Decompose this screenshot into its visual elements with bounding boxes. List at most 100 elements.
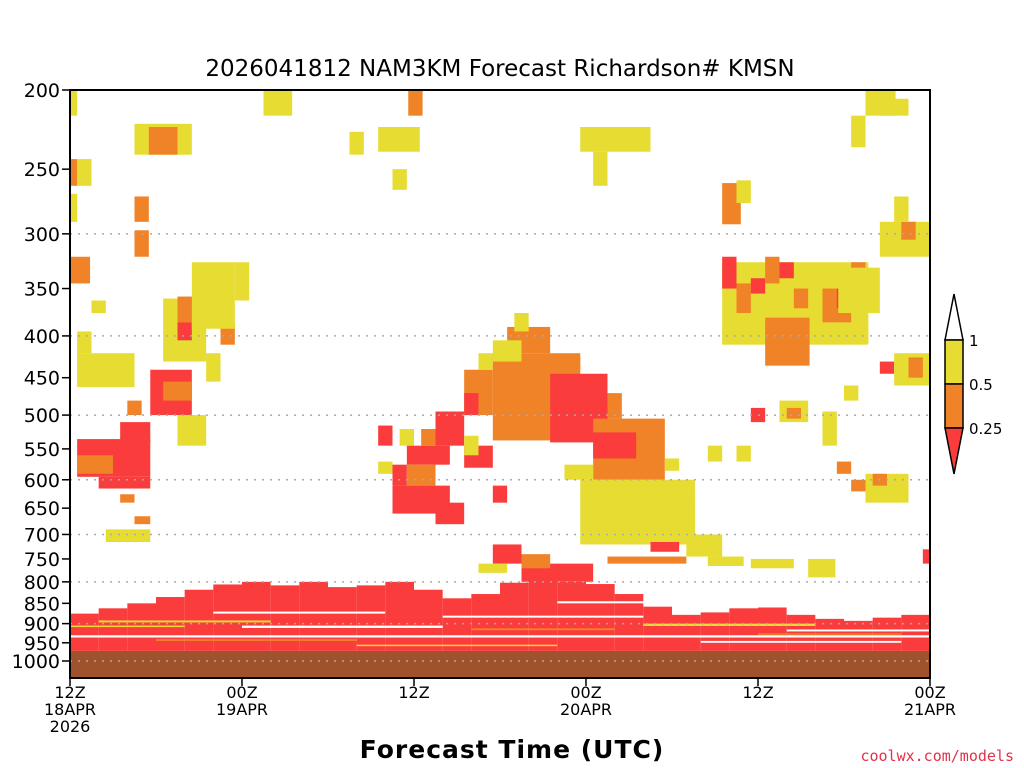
y-tick-label: 600 [24, 470, 60, 492]
ri-stripe [758, 633, 902, 635]
ri-cell [822, 411, 837, 446]
ri-cell [378, 127, 420, 152]
ri-cell [908, 357, 923, 378]
ri-cell [686, 534, 723, 557]
ri-cell [464, 435, 479, 456]
boundary-layer-cell [213, 584, 242, 651]
ri-cell [492, 544, 522, 564]
ri-cell [722, 183, 741, 225]
ri-cell [408, 90, 423, 116]
ri-cell [851, 115, 866, 148]
ri-stripe [70, 635, 930, 638]
ri-stripe [442, 615, 644, 618]
ri-stripe [786, 629, 930, 632]
y-axis: 200 250 300 350 400 450 500 550 600 650 700 7508008… [12, 80, 70, 673]
ri-cell [879, 98, 909, 116]
y-tick-label: 250 [24, 159, 60, 181]
y-tick-label: 400 [24, 326, 60, 348]
ri-cell [901, 221, 916, 240]
ri-cell [779, 262, 794, 279]
boundary-layer-cell [700, 612, 730, 651]
ri-cell [593, 151, 608, 186]
ri-cell [435, 411, 465, 446]
ri-stripe [70, 625, 185, 628]
ri-cell [70, 256, 91, 284]
ri-stripe [557, 601, 758, 604]
x-axis-label: Forecast Time (UTC) [360, 735, 665, 764]
y-tick-label: 650 [24, 498, 60, 520]
x-tick-label: 00Z [914, 683, 945, 702]
ri-cell [922, 549, 930, 564]
x-tick-label: 20APR [560, 700, 612, 719]
ri-cell [98, 476, 151, 489]
ri-cell [793, 288, 809, 309]
ri-cell [70, 90, 78, 116]
ri-cell [406, 464, 436, 486]
ri-cell [607, 556, 687, 564]
ri-cell [120, 422, 151, 443]
ri-cell [564, 381, 608, 416]
ri-cell [521, 554, 551, 569]
ri-cell [492, 485, 508, 503]
ri-cell [836, 461, 852, 474]
ri-cell [844, 385, 859, 401]
ri-cell [406, 445, 450, 465]
ri-cell [127, 400, 142, 416]
ri-cell [750, 278, 766, 294]
chart-title: 2026041812 NAM3KM Forecast Richardson# K… [205, 56, 794, 82]
y-tick-label: 550 [24, 439, 60, 461]
boundary-layer-cell [385, 581, 414, 651]
ri-stripe [643, 623, 816, 626]
y-tick-label: 350 [24, 279, 60, 301]
ri-cell [177, 415, 207, 446]
ri-cell [736, 180, 751, 203]
boundary-layer-cell [901, 614, 930, 651]
plot-area [70, 90, 930, 678]
legend-swatch-above-1 [944, 293, 964, 341]
ri-cell [148, 127, 178, 155]
ri-cell [478, 563, 508, 573]
boundary-layer-cell [614, 594, 644, 651]
ri-cell [105, 529, 151, 542]
ri-cell [77, 159, 92, 186]
ri-cell [786, 407, 801, 419]
x-tick-label: 00Z [226, 683, 257, 702]
boundary-layer-cell [98, 608, 128, 651]
boundary-layer-cell [70, 613, 99, 651]
ri-cell [707, 445, 723, 462]
ri-stripe [242, 625, 443, 628]
boundary-layer-cell [786, 614, 816, 651]
ri-cell [263, 90, 293, 116]
ri-cell [750, 558, 794, 569]
ri-cell [879, 361, 895, 374]
ri-cell [664, 458, 680, 471]
boundary-layer-cell [270, 585, 300, 651]
ri-cell [808, 558, 836, 578]
ri-cell [621, 497, 695, 545]
x-tick-label: 21APR [904, 700, 956, 719]
ri-cell [70, 159, 78, 186]
ri-stripe [356, 644, 558, 647]
y-tick-label: 450 [24, 368, 60, 390]
ri-cell [392, 464, 407, 486]
boundary-layer-cell [414, 589, 443, 651]
ri-stripe [156, 639, 357, 641]
ri-cell [399, 428, 414, 446]
ri-cell [378, 461, 393, 474]
y-tick-label: 700 [24, 524, 60, 546]
boundary-layer-cell [156, 597, 185, 651]
ground-fill [70, 650, 930, 678]
plot-frame [69, 89, 931, 679]
ri-cell [736, 283, 751, 314]
y-tick-label: 300 [24, 224, 60, 246]
ri-cell [234, 262, 250, 301]
x-tick-label: 19APR [216, 700, 268, 719]
ri-cell [765, 256, 780, 284]
ri-cell [134, 196, 149, 222]
y-tick-label: 750 [24, 549, 60, 571]
boundary-layer-cell [758, 607, 787, 651]
ri-cell [421, 428, 436, 446]
ri-cell [77, 353, 135, 388]
